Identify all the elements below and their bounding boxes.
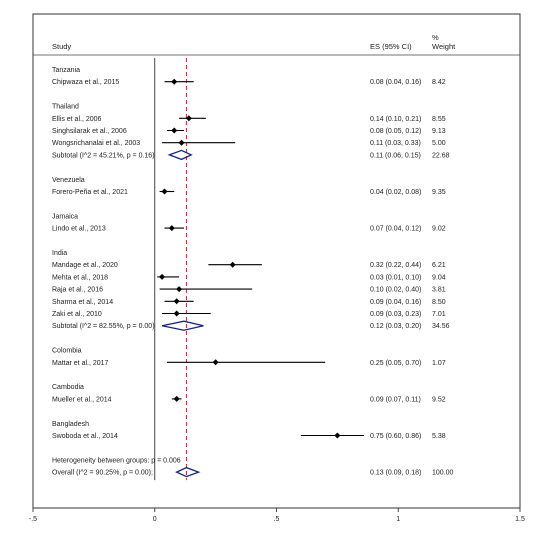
weight-value: 9.04 — [432, 274, 446, 281]
study-label: Lindo et al., 2013 — [52, 226, 106, 233]
es-ci-value: 0.14 (0.10, 0.21) — [370, 116, 421, 123]
point-estimate-marker — [159, 273, 166, 280]
weight-value: 9.02 — [432, 226, 446, 233]
weight-value: 22.68 — [432, 152, 450, 159]
group-label: Tanzania — [52, 67, 80, 74]
weight-value: 9.35 — [432, 189, 446, 196]
pooled-diamond — [167, 149, 193, 161]
point-estimate-marker — [171, 78, 178, 85]
weight-value: 9.52 — [432, 396, 446, 403]
point-estimate-marker — [178, 139, 185, 146]
point-estimate-marker — [229, 261, 236, 268]
header-study: Study — [52, 42, 71, 51]
es-ci-value: 0.09 (0.04, 0.16) — [370, 299, 421, 306]
point-estimate-marker — [168, 225, 175, 232]
subtotal-label: Subtotal (I^2 = 45.21%, p = 0.16) — [52, 152, 155, 159]
es-ci-value: 0.12 (0.03, 0.20) — [370, 323, 421, 330]
weight-value: 8.55 — [432, 116, 446, 123]
point-estimate-marker — [173, 298, 180, 305]
subtotal-label: Subtotal (I^2 = 82.55%, p = 0.00) — [52, 323, 155, 330]
weight-value: 9.13 — [432, 128, 446, 135]
study-label: Raja et al., 2016 — [52, 287, 103, 294]
heterogeneity-note: Heterogeneity between groups: p = 0.006 — [52, 457, 181, 464]
es-ci-value: 0.09 (0.03, 0.23) — [370, 311, 421, 318]
study-label: Mueller et al., 2014 — [52, 396, 112, 403]
point-estimate-marker — [173, 310, 180, 317]
header-weight: Weight — [432, 42, 456, 51]
study-label: Forero-Peña et al., 2021 — [52, 189, 128, 196]
group-label: India — [52, 250, 67, 257]
weight-value: 1.07 — [432, 360, 446, 367]
study-label: Wongsrichanalai et al., 2003 — [52, 140, 140, 147]
study-label: Sharma et al., 2014 — [52, 299, 113, 306]
point-estimate-marker — [173, 395, 180, 402]
weight-value: 6.21 — [432, 262, 446, 269]
pooled-diamond — [161, 320, 204, 331]
point-estimate-marker — [185, 115, 192, 122]
study-label: Swoboda et al., 2014 — [52, 433, 118, 440]
group-label: Jamaica — [52, 213, 78, 220]
es-ci-value: 0.11 (0.03, 0.33) — [370, 140, 421, 147]
weight-value: 8.50 — [432, 299, 446, 306]
study-label: Mehta et al., 2018 — [52, 274, 108, 281]
study-label: Mandage et al., 2020 — [52, 262, 118, 269]
weight-value: 8.42 — [432, 79, 446, 86]
weight-value: 5.38 — [432, 433, 446, 440]
point-estimate-marker — [334, 432, 341, 439]
x-tick-label: .5 — [274, 516, 280, 523]
x-tick-label: 1.5 — [515, 516, 525, 523]
study-label: Ellis et al., 2006 — [52, 116, 102, 123]
study-label: Chipwaza et al., 2015 — [52, 79, 119, 86]
header-pct: % — [432, 33, 439, 42]
es-ci-value: 0.11 (0.06, 0.15) — [370, 152, 421, 159]
study-label: Zaki et al., 2010 — [52, 311, 102, 318]
weight-value: 7.01 — [432, 311, 446, 318]
es-ci-value: 0.10 (0.02, 0.40) — [370, 287, 421, 294]
es-ci-value: 0.25 (0.05, 0.70) — [370, 360, 421, 367]
group-label: Cambodia — [52, 384, 84, 391]
es-ci-value: 0.75 (0.60, 0.86) — [370, 433, 421, 440]
study-label: Singhsilarak et al., 2006 — [52, 128, 127, 135]
weight-value: 100.00 — [432, 470, 454, 477]
weight-value: 5.00 — [432, 140, 446, 147]
point-estimate-marker — [176, 286, 183, 293]
es-ci-value: 0.07 (0.04, 0.12) — [370, 226, 421, 233]
point-estimate-marker — [161, 188, 168, 195]
point-estimate-marker — [171, 127, 178, 134]
es-ci-value: 0.32 (0.22, 0.44) — [370, 262, 421, 269]
weight-value: 3.81 — [432, 287, 446, 294]
es-ci-value: 0.08 (0.04, 0.16) — [370, 79, 421, 86]
es-ci-value: 0.13 (0.09, 0.18) — [370, 470, 421, 477]
header-es: ES (95% CI) — [370, 42, 412, 51]
weight-value: 34.56 — [432, 323, 450, 330]
group-label: Thailand — [52, 104, 79, 111]
es-ci-value: 0.08 (0.05, 0.12) — [370, 128, 421, 135]
point-estimate-marker — [212, 359, 219, 366]
subtotal-label: Overall (I^2 = 90.25%, p = 0.00); — [52, 470, 153, 477]
x-tick-label: 0 — [153, 516, 157, 523]
study-label: Mattar et al., 2017 — [52, 360, 109, 367]
pooled-diamond — [175, 466, 201, 478]
es-ci-value: 0.09 (0.07, 0.11) — [370, 396, 421, 403]
group-label: Venezuela — [52, 177, 85, 184]
group-label: Bangladesh — [52, 421, 89, 428]
es-ci-value: 0.04 (0.02, 0.08) — [370, 189, 421, 196]
group-label: Colombia — [52, 348, 82, 355]
es-ci-value: 0.03 (0.01, 0.10) — [370, 274, 421, 281]
x-tick-label: -.5 — [29, 516, 37, 523]
x-tick-label: 1 — [396, 516, 400, 523]
